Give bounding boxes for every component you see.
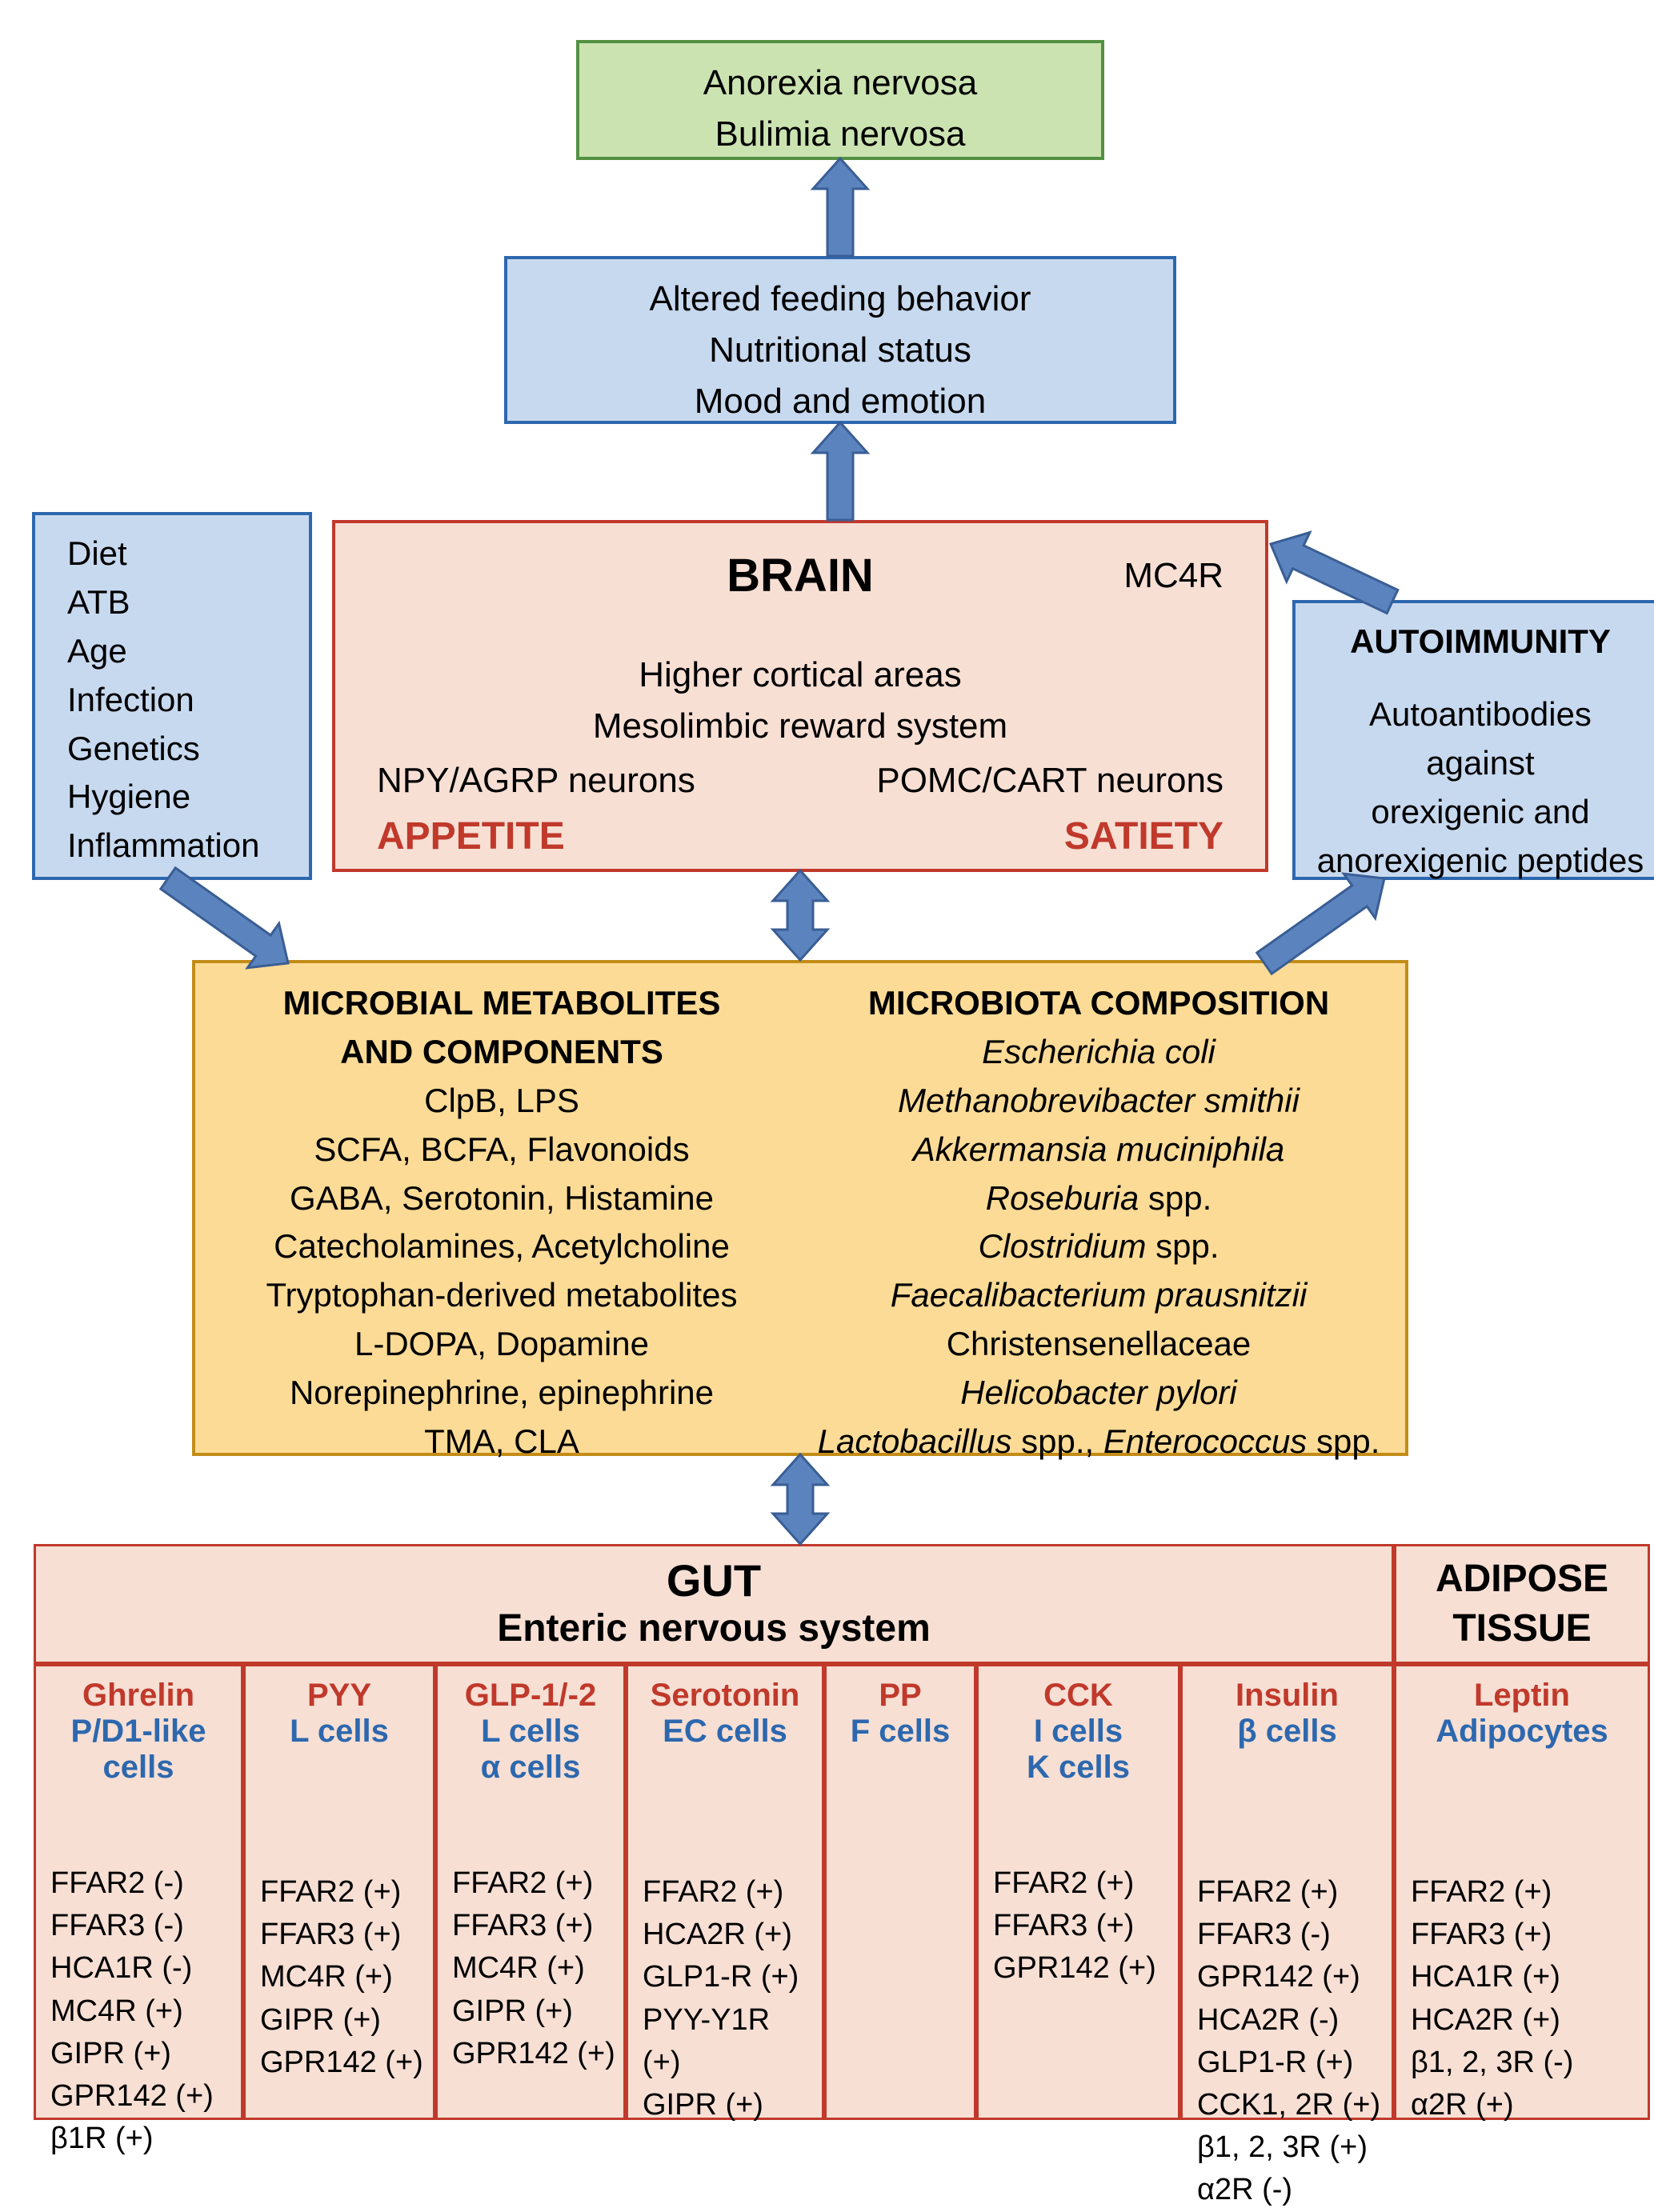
microbiota-box: MICROBIAL METABOLITES AND COMPONENTS Clp…: [192, 960, 1408, 1456]
gut-header: GUT Enteric nervous system: [34, 1544, 1394, 1664]
gut-column: Insulin β cells FFAR2 (+)FFAR3 (-)GPR142…: [1180, 1664, 1394, 2120]
gut-column: Ghrelin P/D1-likecells FFAR2 (-)FFAR3 (-…: [34, 1664, 243, 2120]
arrow: [161, 868, 288, 968]
altered-behavior-box: Altered feeding behaviorNutritional stat…: [504, 256, 1176, 424]
arrow: [1257, 874, 1384, 974]
gut-column: PYY L cells FFAR2 (+)FFAR3 (+)MC4R (+)GI…: [243, 1664, 435, 2120]
gut-column: GLP-1/-2 L cellsα cells FFAR2 (+)FFAR3 (…: [435, 1664, 626, 2120]
adipose-header: ADIPOSE TISSUE: [1394, 1544, 1650, 1664]
arrow: [813, 422, 867, 520]
gut-column: Serotonin EC cells FFAR2 (+)HCA2R (+)GLP…: [626, 1664, 824, 2120]
gut-column: Leptin Adipocytes FFAR2 (+)FFAR3 (+)HCA1…: [1394, 1664, 1650, 2120]
factors-box: DietATBAgeInfectionGeneticsHygieneInflam…: [32, 512, 312, 880]
arrow: [813, 158, 867, 256]
brain-box: BRAIN MC4R Higher cortical areasMesolimb…: [332, 520, 1268, 872]
gut-column: CCK I cellsK cells FFAR2 (+)FFAR3 (+)GPR…: [976, 1664, 1180, 2120]
gut-column: PP F cells: [824, 1664, 976, 2120]
arrow: [773, 1454, 827, 1544]
arrow: [773, 870, 827, 960]
autoimmunity-box: AUTOIMMUNITYAutoantibodies againstorexig…: [1292, 600, 1654, 880]
disorders-box: Anorexia nervosaBulimia nervosa: [576, 40, 1104, 160]
